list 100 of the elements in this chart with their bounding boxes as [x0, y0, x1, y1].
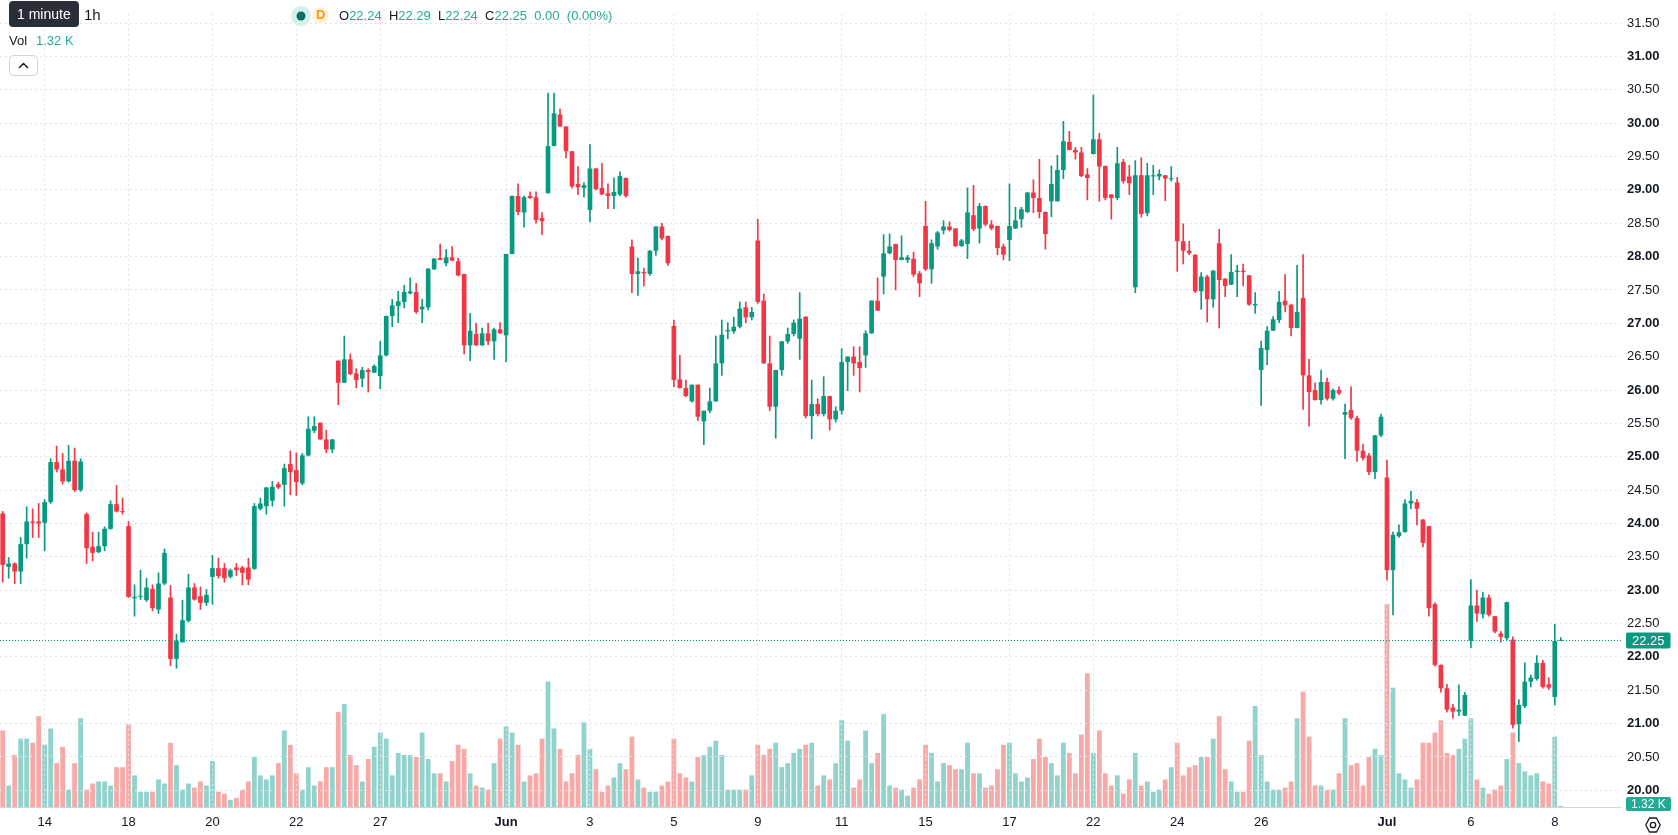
x-tick-label: 22 [1086, 814, 1101, 830]
y-tick-label: 31.50 [1627, 14, 1660, 30]
annotation: D [312, 7, 330, 24]
bar [803, 744, 809, 808]
candlestick [809, 379, 815, 440]
x-tick-label: 20 [205, 814, 220, 830]
bar [893, 787, 898, 808]
bar [329, 767, 335, 808]
bar [809, 742, 815, 808]
ref-line-label: 22.25 [1632, 633, 1665, 649]
y-tick-label: 22.50 [1627, 615, 1660, 631]
bar [821, 775, 827, 808]
x-tick-label: 26 [1253, 814, 1269, 830]
x-tick-label: 17 [1002, 814, 1017, 830]
bar [1204, 757, 1210, 808]
candlestick [605, 183, 611, 209]
bar [341, 703, 347, 808]
x-tick-label: 22 [289, 814, 304, 830]
bar [1210, 738, 1216, 808]
x-tick-label: 14 [37, 814, 52, 830]
bar [1138, 785, 1144, 808]
bar [1090, 752, 1096, 808]
y-tick-label: 21.00 [1627, 715, 1660, 731]
y-tick-label: 21.50 [1627, 681, 1660, 697]
bar [228, 799, 233, 808]
bar [1474, 779, 1480, 808]
y-tick-label: 25.00 [1627, 448, 1660, 464]
x-tick-label: 15 [918, 814, 933, 830]
x-tick-label: 27 [373, 814, 388, 830]
annotation: Vol [9, 33, 28, 49]
bar [72, 763, 78, 808]
x-tick-label: 9 [754, 814, 762, 830]
candlestick [1168, 166, 1174, 182]
bar [1504, 759, 1510, 808]
bar [359, 781, 365, 808]
x-tick-label: 24 [1170, 814, 1185, 830]
candlestick [365, 368, 371, 393]
y-tick-label: 24.00 [1627, 515, 1660, 531]
y-tick-label: 20.50 [1627, 748, 1660, 764]
candlestick [1162, 174, 1168, 201]
y-tick-label: 22.00 [1627, 648, 1660, 664]
bar [0, 730, 6, 808]
bar [689, 781, 695, 808]
bar [150, 791, 155, 808]
bar [749, 775, 755, 808]
candlestick [449, 246, 455, 261]
y-tick-label: 31.00 [1627, 48, 1660, 64]
x-tick-label: 18 [121, 814, 136, 830]
x-tick-label: Jul [1377, 814, 1397, 830]
bar [281, 730, 287, 808]
y-tick-label: 29.00 [1627, 181, 1660, 197]
y-tick-label: 27.00 [1627, 314, 1660, 330]
x-tick-label: 5 [670, 814, 678, 830]
annotation: 1 minute [9, 1, 79, 28]
annotation: 1.32 K [36, 33, 74, 49]
y-tick-label: 29.50 [1627, 148, 1660, 164]
bar [695, 757, 701, 808]
y-tick-label: 27.50 [1627, 281, 1660, 297]
x-tick-label: 3 [586, 814, 594, 830]
y-tick-label: 26.00 [1627, 381, 1660, 397]
bar [875, 752, 881, 808]
x-tick-label: 6 [1467, 814, 1475, 830]
bar [971, 773, 976, 808]
y-tick-label: 26.50 [1627, 348, 1660, 364]
bar [1132, 752, 1138, 808]
bar [473, 785, 479, 808]
bar [275, 763, 281, 808]
bar [66, 789, 72, 808]
text: 1.32 K [1626, 797, 1671, 812]
y-tick-label: 30.00 [1627, 114, 1660, 130]
bar [1114, 775, 1120, 808]
bar [827, 779, 833, 808]
bar [78, 718, 83, 808]
candlestick [581, 182, 587, 198]
chart-title: 1h [84, 6, 101, 24]
y-tick-label: 23.50 [1627, 548, 1660, 564]
bar [467, 773, 473, 808]
bar [1198, 757, 1204, 808]
bar [977, 773, 982, 808]
y-tick-label: 25.50 [1627, 414, 1660, 430]
candlestick [599, 162, 605, 195]
bar [1162, 779, 1168, 808]
y-tick-label: 20.00 [1627, 781, 1660, 797]
bar [12, 754, 18, 808]
y-tick-label: 28.00 [1627, 248, 1660, 264]
bar [443, 781, 449, 808]
bar [1510, 732, 1516, 808]
candlestick [6, 557, 12, 579]
text: O22.24 H22.29 L22.24 C22.25 0.00 (0.00%) [339, 8, 613, 23]
x-tick-label: 11 [834, 814, 849, 830]
x-tick-label: Jun [494, 814, 518, 830]
candlestick [635, 257, 641, 296]
candlestick [1342, 403, 1348, 460]
x-tick-label: 8 [1551, 814, 1559, 830]
bar [168, 742, 173, 808]
bar [413, 757, 419, 808]
bar [743, 789, 749, 808]
y-tick-label: 24.50 [1627, 481, 1660, 497]
y-tick-label: 28.50 [1627, 214, 1660, 230]
bar [6, 785, 12, 808]
